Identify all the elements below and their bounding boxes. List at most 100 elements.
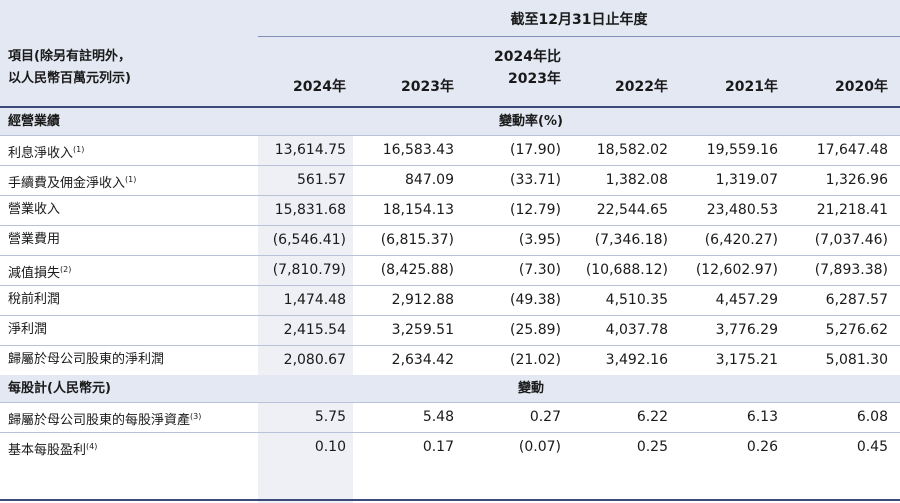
cell-v2024: 2,415.54 [283, 322, 346, 338]
cell-change: (49.38) [509, 292, 561, 308]
cell-v2020: (7,893.38) [814, 262, 888, 278]
table-row: 手續費及佣金淨收入(1) 561.57 847.09 (33.71) 1,382.08 1… [0, 165, 900, 195]
row-label: 減值損失(2) [8, 255, 71, 289]
cell-v2021: 6.13 [746, 409, 778, 425]
table-row: 稅前利潤 1,474.48 2,912.88 (49.38) 4,510.35 4,457… [0, 285, 900, 315]
row-divider [0, 432, 900, 433]
cell-v2022: 18,582.02 [596, 142, 668, 158]
header-band [0, 0, 900, 107]
cell-v2021: 3,776.29 [715, 322, 778, 338]
col-header-change: 2024年比 2023年 [464, 46, 561, 90]
row-label: 稅前利潤 [8, 285, 60, 315]
row-divider [0, 345, 900, 346]
cell-v2021: (12,602.97) [695, 262, 778, 278]
cell-change: (0.07) [518, 439, 561, 455]
row-divider [0, 165, 900, 166]
row-label-text: 營業費用 [8, 232, 61, 247]
cell-v2023: 18,154.13 [382, 202, 454, 218]
footnote-marker: (3) [190, 412, 202, 421]
cell-v2020: 0.45 [856, 439, 888, 455]
row-label-text: 基本每股盈利 [8, 443, 87, 458]
row-label-text: 減值損失 [8, 266, 61, 281]
row-label: 歸屬於母公司股東的每股淨資產(3) [8, 402, 201, 436]
table-row: 營業收入 15,831.68 18,154.13 (12.79) 22,544.65 23… [0, 195, 900, 225]
table-row: 減值損失(2) (7,810.79) (8,425.88) (7.30) (10,688… [0, 255, 900, 285]
cell-v2020: 21,218.41 [816, 202, 888, 218]
footnote-marker: (1) [125, 175, 137, 184]
section-header-row: 經營業績 變動率(%) [0, 108, 900, 135]
cell-v2023: (8,425.88) [380, 262, 454, 278]
section-title: 每股計(人民幣元) [8, 381, 111, 396]
row-label: 利息淨收入(1) [8, 135, 84, 169]
row-divider [0, 135, 900, 136]
row-divider [0, 315, 900, 316]
cell-v2023: 0.17 [422, 439, 454, 455]
row-label: 營業收入 [8, 195, 60, 225]
cell-v2022: 22,544.65 [596, 202, 668, 218]
row-label: 基本每股盈利(4) [8, 432, 97, 466]
cell-v2024: 561.57 [297, 172, 346, 188]
cell-v2024: 1,474.48 [283, 292, 346, 308]
cell-v2022: (10,688.12) [585, 262, 668, 278]
cell-v2022: 6.22 [636, 409, 668, 425]
section-header-row: 每股計(人民幣元) 變動 [0, 375, 900, 402]
cell-v2023: 2,912.88 [391, 292, 454, 308]
item-header-line2: 以人民幣百萬元列示) [8, 71, 131, 86]
cell-change: (7.30) [518, 262, 561, 278]
cell-v2024: 15,831.68 [274, 202, 346, 218]
table-bottom-rule [0, 499, 900, 501]
row-label: 歸屬於母公司股東的淨利潤 [8, 345, 164, 375]
cell-v2023: 5.48 [422, 409, 454, 425]
period-label: 截至12月31日止年度 [510, 12, 648, 28]
cell-change: (33.71) [509, 172, 561, 188]
cell-v2021: 3,175.21 [715, 352, 778, 368]
row-label-text: 利息淨收入 [8, 146, 74, 161]
col-header-2024: 2024年 [293, 79, 346, 95]
cell-v2021: 23,480.53 [706, 202, 778, 218]
cell-change: (12.79) [509, 202, 561, 218]
cell-v2021: 0.26 [746, 439, 778, 455]
cell-v2022: 4,037.78 [605, 322, 668, 338]
cell-v2024: 0.10 [314, 439, 346, 455]
row-label-text: 歸屬於母公司股東的每股淨資產 [8, 413, 191, 428]
row-divider [0, 225, 900, 226]
cell-v2021: 4,457.29 [715, 292, 778, 308]
section-change-label: 變動 [517, 381, 544, 396]
table-row: 歸屬於母公司股東的每股淨資產(3) 5.75 5.48 0.27 6.22 6.13 6.0… [0, 402, 900, 432]
cell-v2020: (7,037.46) [814, 232, 888, 248]
row-label: 淨利潤 [8, 315, 47, 345]
cell-v2022: 0.25 [636, 439, 668, 455]
footnote-marker: (1) [73, 145, 85, 154]
footnote-marker: (2) [60, 265, 72, 274]
cell-v2020: 5,081.30 [825, 352, 888, 368]
footnote-marker: (4) [86, 442, 98, 451]
cell-v2021: 19,559.16 [706, 142, 778, 158]
col-header-2022: 2022年 [615, 79, 668, 95]
table-row: 基本每股盈利(4) 0.10 0.17 (0.07) 0.25 0.26 0.45 [0, 432, 900, 462]
header-bottom-rule [0, 106, 900, 108]
cell-change: (17.90) [509, 142, 561, 158]
table-row: 歸屬於母公司股東的淨利潤 2,080.67 2,634.42 (21.02) 3,492… [0, 345, 900, 375]
cell-v2020: 6,287.57 [825, 292, 888, 308]
row-label-text: 淨利潤 [8, 322, 48, 337]
section-title: 經營業績 [8, 114, 61, 129]
cell-v2023: (6,815.37) [380, 232, 454, 248]
cell-change: (25.89) [509, 322, 561, 338]
cell-v2021: 1,319.07 [715, 172, 778, 188]
cell-v2023: 3,259.51 [391, 322, 454, 338]
cell-v2023: 16,583.43 [382, 142, 454, 158]
item-column-header: 項目(除另有註明外， 以人民幣百萬元列示) [8, 46, 131, 90]
col-header-2023: 2023年 [401, 79, 454, 95]
col-header-change-line1: 2024年比 [494, 49, 561, 65]
cell-v2022: (7,346.18) [594, 232, 668, 248]
cell-change: (21.02) [509, 352, 561, 368]
col-header-change-line2: 2023年 [508, 71, 561, 87]
row-label: 手續費及佣金淨收入(1) [8, 165, 136, 199]
cell-v2022: 3,492.16 [605, 352, 668, 368]
cell-v2024: (7,810.79) [272, 262, 346, 278]
row-divider [0, 285, 900, 286]
item-header-line1: 項目(除另有註明外， [8, 49, 131, 64]
row-divider [0, 402, 900, 403]
table-row: 淨利潤 2,415.54 3,259.51 (25.89) 4,037.78 3,776.… [0, 315, 900, 345]
